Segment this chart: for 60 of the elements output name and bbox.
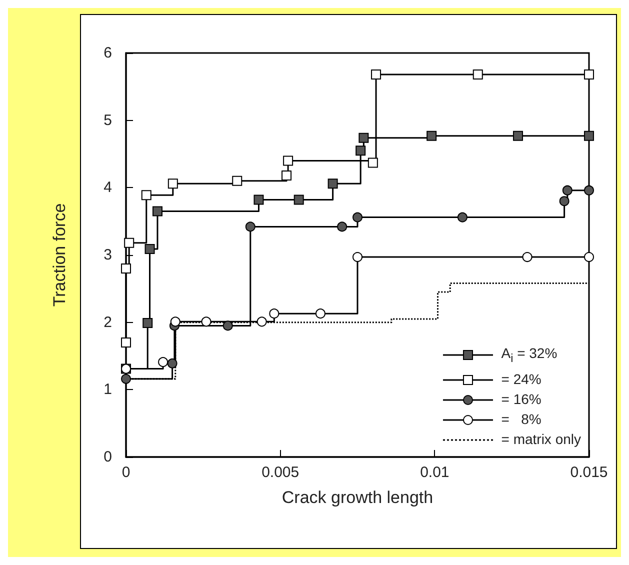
point	[457, 212, 468, 222]
point	[282, 170, 292, 181]
point	[245, 222, 256, 232]
point	[158, 357, 168, 368]
y-tick-label: 5	[104, 112, 112, 129]
point	[124, 238, 134, 248]
x-tick-label: 0.015	[570, 464, 608, 481]
legend-label: = 24%	[501, 371, 542, 387]
y-tick-label: 1	[104, 381, 112, 398]
point	[584, 252, 594, 262]
point	[170, 316, 180, 327]
y-tick-label: 3	[104, 246, 112, 264]
point	[472, 70, 483, 80]
y-tick-label: 6	[104, 44, 112, 62]
legend-label: = matrix only	[501, 431, 581, 447]
point	[269, 308, 280, 319]
x-tick-label: 0.01	[420, 464, 450, 481]
point	[144, 244, 155, 254]
point	[584, 130, 594, 141]
point	[352, 252, 362, 262]
x-tick-label: 0.005	[262, 464, 300, 481]
legend-label: = 8%	[501, 411, 542, 427]
point	[426, 130, 437, 141]
point	[294, 194, 304, 205]
point	[141, 190, 152, 200]
x-axis-title: Crack growth length	[282, 488, 434, 507]
point	[562, 185, 572, 196]
point	[254, 194, 264, 205]
point	[283, 156, 294, 166]
point	[167, 358, 178, 368]
point	[352, 212, 362, 222]
x-tick-label: 0	[122, 464, 130, 481]
point	[222, 320, 233, 331]
point	[513, 130, 524, 141]
point	[337, 222, 348, 232]
point	[371, 70, 382, 80]
point	[358, 132, 369, 143]
point	[152, 206, 162, 216]
y-tick-label: 4	[104, 179, 112, 196]
point	[121, 263, 131, 274]
point	[328, 178, 338, 189]
point	[559, 196, 570, 206]
y-axis-title: Traction force	[50, 203, 69, 307]
point	[121, 374, 131, 384]
point	[142, 318, 153, 328]
point	[232, 176, 242, 186]
y-tick-label: 2	[104, 314, 112, 331]
point	[256, 316, 267, 327]
point	[121, 338, 131, 348]
legend-label: A$_{i}$ = 32%	[501, 345, 558, 365]
point	[368, 158, 378, 168]
point	[356, 146, 366, 156]
legend-label: = 16%	[501, 391, 542, 407]
point	[584, 70, 594, 80]
y-tick-label: 0	[104, 448, 112, 466]
point	[522, 252, 532, 262]
point	[201, 316, 212, 327]
point	[315, 308, 326, 319]
point	[584, 185, 594, 196]
point	[168, 178, 178, 189]
